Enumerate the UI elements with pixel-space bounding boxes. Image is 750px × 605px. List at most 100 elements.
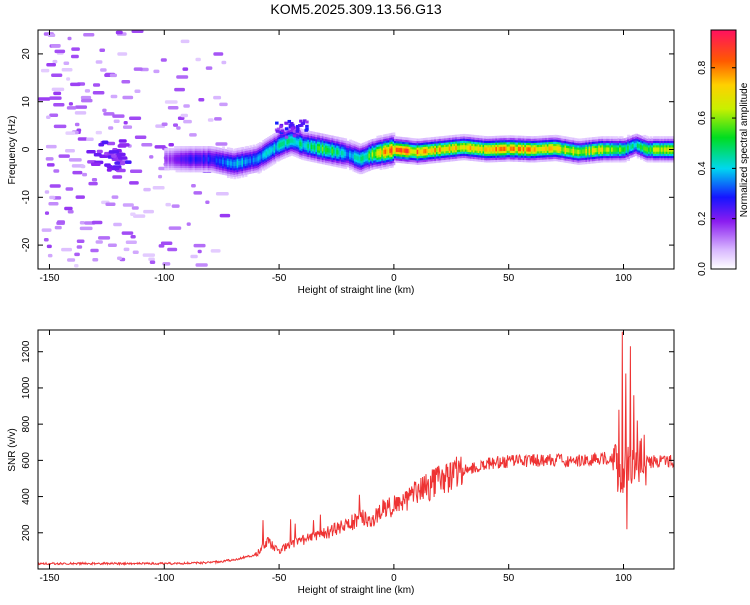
spectrogram-ridge-cell xyxy=(352,160,356,163)
spectrogram-ridge-cell xyxy=(271,140,275,144)
spectrogram-ridge-cell xyxy=(495,140,499,143)
spectrogram-ridge-cell xyxy=(413,155,417,159)
spectrogram-ridge-cell xyxy=(603,142,606,146)
spectrogram-ridge-cell xyxy=(299,149,303,153)
spectrogram-ridge-cell xyxy=(406,150,410,154)
spectrogram-ridge-cell xyxy=(283,145,287,148)
spectrogram-ridge-cell xyxy=(643,147,647,151)
spectrogram-ridge-cell xyxy=(167,161,171,164)
spectrogram-ridge-cell xyxy=(389,148,393,151)
spectrogram-ridge-cell xyxy=(325,136,328,140)
spectrogram-cluster-cell xyxy=(93,153,102,157)
spectrogram-ridge-cell xyxy=(342,150,346,154)
spectrogram-ridge-cell xyxy=(672,149,674,152)
spectrogram-ridge-cell xyxy=(503,157,507,160)
spectrogram-ridge-cell xyxy=(236,154,240,158)
spectrogram-ridge-cell xyxy=(397,155,401,159)
spectrogram-ridge-cell xyxy=(398,136,402,140)
spectrogram-ridge-cell xyxy=(574,144,577,148)
spectrogram-ridge-cell xyxy=(201,146,205,149)
spectrogram-ridge-cell xyxy=(585,161,589,165)
spectrogram-ridge-cell xyxy=(304,147,307,150)
spectrogram-ridge-cell xyxy=(239,155,243,159)
spectrogram-ridge-cell xyxy=(532,153,536,157)
spectrogram-noise-cell xyxy=(183,104,190,108)
spectrogram-ridge-cell xyxy=(614,138,618,142)
spectrogram-ridge-cell xyxy=(517,142,521,145)
spectrogram-ridge-cell xyxy=(633,151,637,155)
spectrogram-ridge-cell xyxy=(521,140,524,143)
spectrogram-ridge-cell xyxy=(468,140,471,144)
spectrogram-ridge-cell xyxy=(299,141,303,144)
spectrogram-ridge-cell xyxy=(355,157,359,160)
spectrogram-noise-cell xyxy=(65,131,76,135)
spectrogram-ridge-cell xyxy=(509,143,513,147)
spectrogram-ridge-cell xyxy=(307,147,311,151)
spectrogram-ridge-cell xyxy=(214,157,217,161)
spectrogram-ridge-cell xyxy=(360,149,364,153)
spectrogram-noise-cell xyxy=(86,137,94,142)
spectrogram-ridge-cell xyxy=(300,144,304,147)
spectrogram-ridge-cell xyxy=(297,144,301,148)
spectrogram-ridge-cell xyxy=(588,154,592,158)
spectrogram-ridge-cell xyxy=(204,163,208,166)
spectrogram-ridge-cell xyxy=(622,157,626,161)
spectrogram-ridge-cell xyxy=(238,151,242,155)
spectrogram-ridge-cell xyxy=(615,153,619,157)
spectrogram-ridge-cell xyxy=(627,143,630,146)
spectrogram-ridge-cell xyxy=(355,142,359,145)
spectrogram-ridge-cell xyxy=(612,138,616,142)
spectrogram-ridge-cell xyxy=(299,154,303,157)
spectrogram-ridge-cell xyxy=(222,165,225,169)
spectrogram-ridge-cell xyxy=(268,155,272,158)
spectrogram-ridge-cell xyxy=(275,151,278,154)
spectrogram-ridge-cell xyxy=(178,163,182,166)
spectrogram-ridge-cell xyxy=(656,138,659,142)
spectrogram-ridge-cell xyxy=(493,144,497,148)
spectrogram-ridge-cell xyxy=(474,147,478,151)
spectrogram-ridge-cell xyxy=(339,152,343,156)
spectrogram-ridge-cell xyxy=(490,148,494,152)
spectrogram-ridge-cell xyxy=(202,169,206,173)
spectrogram-ridge-cell xyxy=(612,149,616,152)
spectrogram-ridge-cell xyxy=(505,139,508,143)
spectrogram-ridge-cell xyxy=(450,145,454,149)
spectrogram-ridge-cell xyxy=(281,137,285,140)
spectrogram-ridge-cell xyxy=(365,152,368,155)
spectrogram-ridge-cell xyxy=(226,168,230,172)
spectrogram-ridge-cell xyxy=(339,148,343,151)
spectrogram-ridge-cell xyxy=(170,158,174,162)
spectrogram-ridge-cell xyxy=(472,154,476,157)
spectrogram-ridge-cell xyxy=(398,138,402,142)
spectrogram-ridge-cell xyxy=(323,134,327,137)
spectrogram-ridge-cell xyxy=(484,146,487,150)
spectrogram-ridge-cell xyxy=(384,155,388,159)
spectrogram-ridge-cell xyxy=(439,159,442,163)
spectrogram-ridge-cell xyxy=(538,144,542,148)
spectrogram-ridge-cell xyxy=(244,150,248,154)
spectrogram-ridge-cell xyxy=(353,143,357,147)
spectrogram-ridge-cell xyxy=(548,143,552,147)
spectrogram-ridge-cell xyxy=(178,150,182,153)
spectrogram-ridge-cell xyxy=(238,162,242,166)
spectrogram-ridge-cell xyxy=(480,142,484,145)
spectrogram-ridge-cell xyxy=(366,164,370,168)
spectrogram-ridge-cell xyxy=(471,145,475,149)
spectrogram-ridge-cell xyxy=(366,153,370,157)
spectrogram-ridge-cell xyxy=(358,158,362,162)
spectrogram-ridge-cell xyxy=(350,159,354,163)
spectrogram-ridge-cell xyxy=(543,146,547,149)
spectrogram-ridge-cell xyxy=(257,164,261,168)
spectrogram-ridge-cell xyxy=(207,156,211,160)
spectrogram-ridge-cell xyxy=(302,140,306,144)
spectrogram-ridge-cell xyxy=(620,155,624,159)
spectrogram-ridge-cell xyxy=(220,165,224,169)
spectrogram-noise-cell xyxy=(129,116,142,120)
spectrogram-ridge-cell xyxy=(214,151,217,154)
spectrogram-ridge-cell xyxy=(511,146,515,149)
spectrogram-ridge-cell xyxy=(403,145,407,149)
spectrogram-ridge-cell xyxy=(371,158,375,161)
spectrogram-ridge-cell xyxy=(463,146,467,150)
spectrogram-ridge-cell xyxy=(488,155,492,159)
spectrogram-ridge-cell xyxy=(358,171,362,175)
